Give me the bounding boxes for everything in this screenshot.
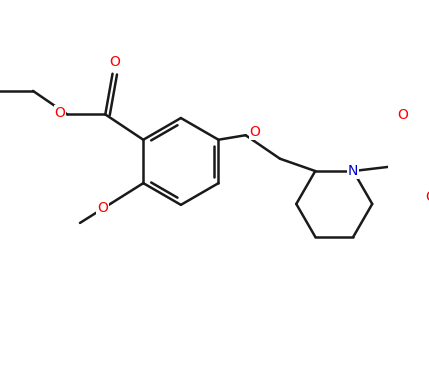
Text: O: O — [249, 125, 260, 139]
Text: N: N — [348, 164, 359, 178]
Text: O: O — [426, 190, 429, 204]
Text: O: O — [97, 201, 108, 214]
Text: O: O — [109, 55, 120, 69]
Text: O: O — [54, 106, 66, 120]
Text: O: O — [398, 108, 408, 122]
